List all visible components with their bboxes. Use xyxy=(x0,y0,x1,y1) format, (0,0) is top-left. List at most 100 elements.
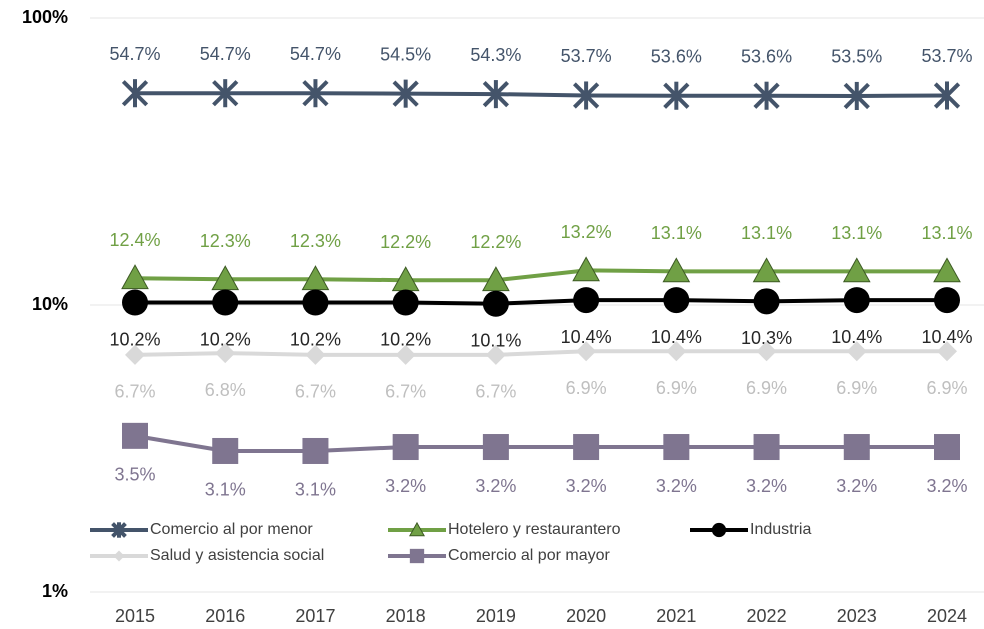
data-point xyxy=(842,257,871,283)
data-point xyxy=(753,81,780,110)
data-label: 12.4% xyxy=(109,230,160,250)
legend-label: Salud y asistencia social xyxy=(150,547,324,564)
data-label: 54.7% xyxy=(290,44,341,64)
data-point xyxy=(485,344,506,365)
x-tick-label: 2023 xyxy=(837,606,877,626)
data-point xyxy=(305,344,326,365)
data-point xyxy=(572,81,600,110)
data-point xyxy=(843,434,870,461)
data-label: 6.9% xyxy=(566,378,607,398)
data-point xyxy=(846,341,867,362)
x-tick-label: 2017 xyxy=(295,606,335,626)
data-point xyxy=(212,289,239,316)
data-label: 10.3% xyxy=(741,328,792,348)
data-label: 3.2% xyxy=(385,476,426,496)
legend-item: Industria xyxy=(690,521,811,538)
data-label: 54.7% xyxy=(109,44,160,64)
y-tick-label: 10% xyxy=(32,294,68,314)
data-label: 6.9% xyxy=(746,378,787,398)
data-point xyxy=(933,81,961,110)
series-line xyxy=(134,433,947,453)
y-tick-label: 100% xyxy=(22,7,68,27)
legend-marker xyxy=(711,522,727,538)
data-label: 6.7% xyxy=(475,382,516,402)
data-point xyxy=(934,434,960,461)
data-label: 13.1% xyxy=(921,223,972,243)
data-point xyxy=(666,341,687,362)
legend-label: Comercio al por mayor xyxy=(448,547,611,564)
data-point xyxy=(302,289,329,316)
data-point xyxy=(212,437,239,464)
data-point xyxy=(125,344,145,365)
data-point xyxy=(576,341,597,362)
x-tick-label: 2019 xyxy=(476,606,516,626)
data-label: 6.7% xyxy=(114,382,155,402)
data-label: 53.7% xyxy=(561,46,612,66)
legend-item: Comercio al por menor xyxy=(90,521,313,538)
x-tick-label: 2016 xyxy=(205,606,245,626)
legend-marker xyxy=(113,550,125,562)
data-point xyxy=(482,266,510,292)
data-point xyxy=(302,437,329,464)
data-label: 3.1% xyxy=(205,480,246,500)
data-label: 3.5% xyxy=(114,465,155,485)
data-label: 6.9% xyxy=(656,378,697,398)
data-label: 54.5% xyxy=(380,44,431,64)
data-label: 3.2% xyxy=(926,476,967,496)
data-label: 6.7% xyxy=(385,382,426,402)
data-point xyxy=(937,341,957,362)
legend-label: Industria xyxy=(750,521,811,538)
data-point xyxy=(392,434,419,461)
data-label: 10.4% xyxy=(651,327,702,347)
data-point xyxy=(572,256,600,282)
legend-label: Hotelero y restaurantero xyxy=(448,521,621,538)
data-point xyxy=(395,344,416,365)
data-point xyxy=(663,287,690,314)
x-tick-label: 2018 xyxy=(386,606,426,626)
data-label: 54.3% xyxy=(470,45,521,65)
data-label: 10.2% xyxy=(290,329,341,349)
series-line xyxy=(134,349,947,357)
data-label: 3.2% xyxy=(656,476,697,496)
data-point xyxy=(933,257,961,283)
data-label: 6.9% xyxy=(836,378,877,398)
data-point xyxy=(392,289,419,316)
data-point xyxy=(121,79,149,108)
data-label: 6.9% xyxy=(926,378,967,398)
data-label: 13.1% xyxy=(831,223,882,243)
data-point xyxy=(752,257,781,283)
data-point xyxy=(756,341,777,362)
data-label: 13.1% xyxy=(651,223,702,243)
x-tick-label: 2021 xyxy=(656,606,696,626)
data-point xyxy=(482,434,509,461)
data-label: 10.4% xyxy=(921,327,972,347)
data-point xyxy=(121,264,149,290)
data-label: 10.1% xyxy=(470,331,521,351)
data-point xyxy=(663,81,690,110)
data-label: 3.1% xyxy=(295,480,336,500)
data-point xyxy=(573,434,600,461)
data-label: 6.7% xyxy=(295,382,336,402)
series-line xyxy=(135,298,947,306)
x-tick-label: 2024 xyxy=(927,606,967,626)
data-point xyxy=(122,422,148,449)
series-line xyxy=(135,91,948,98)
data-point xyxy=(753,434,780,461)
legend-item: Salud y asistencia social xyxy=(90,547,324,564)
x-tick-label: 2020 xyxy=(566,606,606,626)
x-tick-label: 2022 xyxy=(747,606,787,626)
data-label: 3.2% xyxy=(475,476,516,496)
data-point xyxy=(573,287,600,314)
data-point xyxy=(392,79,419,108)
data-label: 53.6% xyxy=(651,46,702,66)
legend-item: Hotelero y restaurantero xyxy=(388,521,621,538)
data-point xyxy=(934,287,960,314)
data-label: 53.7% xyxy=(921,46,972,66)
data-label: 10.4% xyxy=(831,327,882,347)
data-point xyxy=(843,81,870,111)
data-label: 12.2% xyxy=(470,232,521,252)
data-label: 12.2% xyxy=(380,232,431,252)
data-label: 54.7% xyxy=(200,44,251,64)
data-point xyxy=(663,434,690,461)
